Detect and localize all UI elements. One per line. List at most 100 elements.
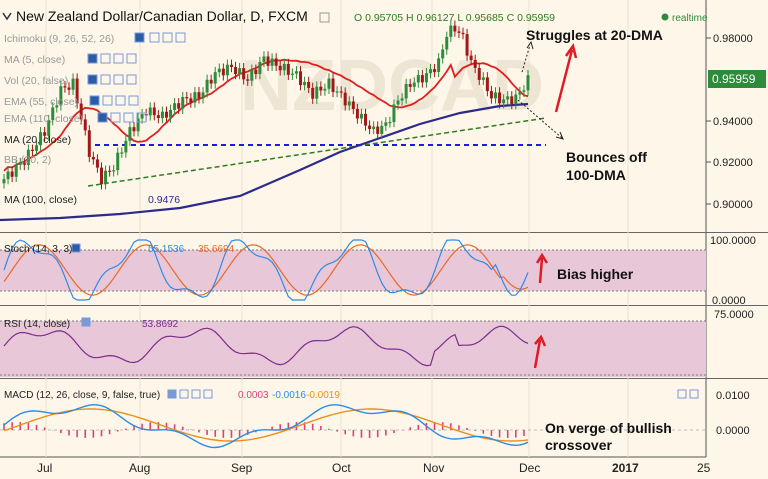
collapse-chevron-icon[interactable]: [2, 12, 12, 21]
x-label: 2017: [612, 461, 639, 475]
candle-body: [400, 98, 404, 101]
red-arrowhead-rsi: [534, 334, 547, 347]
ema110-button-row: [97, 112, 147, 123]
candle-body: [124, 140, 128, 153]
candle-body: [502, 99, 506, 104]
stoch-d-value: 35.6694: [198, 244, 235, 255]
macd-settings-button: [167, 389, 177, 399]
candle-body: [136, 118, 140, 132]
macd-collapse-button: [677, 389, 687, 399]
stoch-tick: 100.0000: [710, 235, 756, 247]
candle-body: [112, 170, 116, 172]
ichimoku-button-row: [134, 32, 186, 43]
candle-body: [494, 92, 498, 99]
candle-body: [384, 122, 388, 126]
candle-body: [319, 86, 323, 91]
candle-body: [63, 86, 67, 88]
candle-body: [18, 163, 22, 165]
candle-body: [217, 68, 221, 73]
candle-body: [14, 164, 18, 177]
macd-line-value: -0.0016: [272, 390, 306, 401]
price-y-ticks: 0.98000 0.94000 0.92000 0.90000: [706, 33, 753, 211]
candle-body: [445, 36, 449, 50]
candle-body: [104, 170, 108, 185]
price-tick: 0.98000: [713, 33, 753, 45]
candle-body: [315, 86, 319, 99]
candle-body: [355, 108, 359, 119]
candle-body: [169, 109, 173, 118]
ma100-line: [0, 102, 529, 222]
indicator-y-ticks: 100.0000 0.0000 75.0000 0.0100 0.0000: [710, 235, 756, 437]
panel-buttons[interactable]: [71, 243, 699, 399]
candle-body: [238, 68, 242, 75]
candle-body: [339, 91, 343, 93]
candle-body: [26, 149, 30, 165]
ma20-line: [3, 58, 529, 172]
candle-body: [473, 59, 477, 68]
candle-body: [10, 171, 14, 177]
macd-add-button: [179, 389, 189, 399]
candle-body: [39, 132, 43, 146]
candle-body: [128, 127, 132, 141]
candle-body: [213, 72, 217, 84]
stoch-plot: [3, 239, 529, 301]
candle-body: [95, 159, 99, 168]
candle-body: [47, 120, 51, 136]
candle-body: [108, 170, 112, 172]
indicator-ema110[interactable]: EMA (110, close): [4, 113, 83, 125]
candle-body: [368, 125, 372, 129]
candle-body: [299, 71, 303, 86]
candle-body: [278, 65, 282, 71]
macd-signal-value: -0.0019: [306, 390, 340, 401]
indicator-buttons[interactable]: [87, 32, 186, 123]
candle-body: [359, 113, 363, 119]
macd-plot: [3, 403, 529, 449]
candle-body: [99, 167, 103, 185]
candle-body: [193, 92, 197, 103]
candle-body: [173, 103, 177, 110]
indicator-bb[interactable]: BB (20, 2): [4, 154, 51, 166]
arrowhead: [526, 40, 534, 50]
vol-button-row: [87, 74, 137, 85]
candle-body: [481, 77, 485, 80]
candle-body: [388, 121, 392, 124]
red-arrow-rsi: [533, 339, 542, 369]
candle-body: [79, 103, 83, 120]
candle-body: [266, 56, 270, 66]
macd-hist-value: 0.0003: [238, 390, 269, 401]
rising-trendline: [87, 117, 547, 187]
x-label: Aug: [129, 461, 150, 475]
arrowhead: [555, 131, 564, 140]
candle-body: [55, 105, 59, 108]
candle-body: [294, 71, 298, 74]
indicator-ema55[interactable]: EMA (55, close): [4, 96, 78, 108]
candle-body: [429, 69, 433, 74]
candle-body: [449, 25, 453, 37]
candle-body: [351, 101, 355, 109]
candle-body: [270, 58, 274, 66]
red-arrowhead-stoch: [535, 252, 549, 264]
stoch-k-line: [3, 239, 529, 301]
candle-body: [498, 92, 502, 104]
candle-body: [221, 68, 225, 76]
indicator-ma20[interactable]: MA (20, close): [4, 134, 71, 146]
candle-body: [453, 25, 457, 32]
x-label: Jul: [37, 461, 52, 475]
candle-body: [229, 64, 233, 68]
indicator-ichimoku[interactable]: Ichimoku (9, 26, 52, 26): [4, 33, 114, 45]
candle-body: [177, 103, 181, 109]
red-arrow-price: [554, 49, 574, 113]
rsi-label: RSI (14, close): [4, 319, 70, 330]
indicator-vol[interactable]: Vol (20, false): [4, 75, 68, 87]
candle-body: [518, 91, 522, 95]
macd-signal-line: [3, 408, 529, 442]
stoch-settings-button: [71, 243, 81, 253]
annotation-macd-1: On verge of bullish: [545, 420, 672, 436]
indicator-ma5[interactable]: MA (5, close): [4, 54, 65, 66]
indicator-ma100[interactable]: MA (100, close): [4, 194, 77, 206]
x-label: Sep: [231, 461, 253, 475]
realtime-dot-icon: [661, 13, 669, 21]
macd-close-button: [689, 389, 699, 399]
symbol-settings-icon[interactable]: [319, 12, 330, 23]
